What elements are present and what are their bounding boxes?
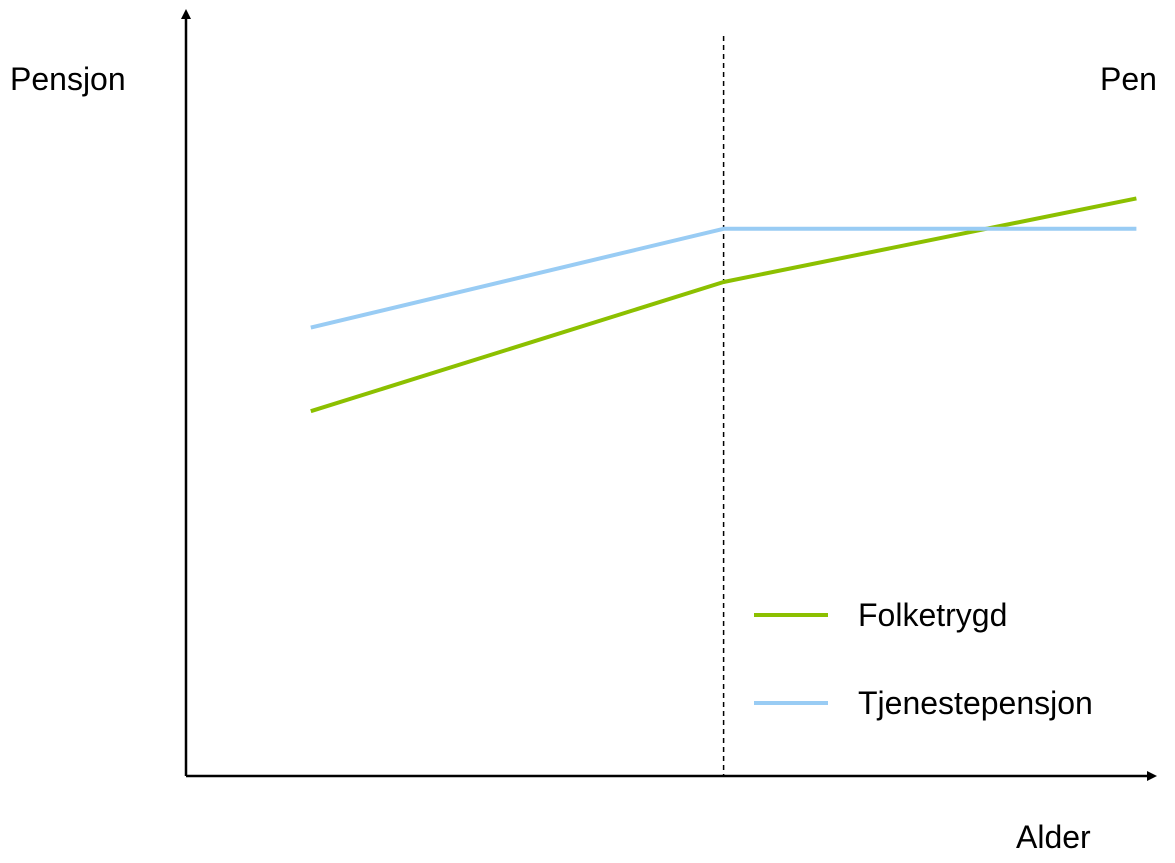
legend-label-tjenestepensjon: Tjenestepensjon [858, 685, 1093, 721]
series-line-folketrygd [310, 196, 1137, 414]
y-axis-label: Pensjon [10, 61, 126, 97]
series-group [310, 196, 1137, 414]
legend: Folketrygd Tjenestepensjon [754, 597, 1093, 721]
series-line-tjenestepensjon [310, 226, 1137, 330]
x-axis-label: Alder [1016, 819, 1091, 855]
legend-label-folketrygd: Folketrygd [858, 597, 1007, 633]
y-axis-label-right: Pen [1100, 61, 1157, 97]
